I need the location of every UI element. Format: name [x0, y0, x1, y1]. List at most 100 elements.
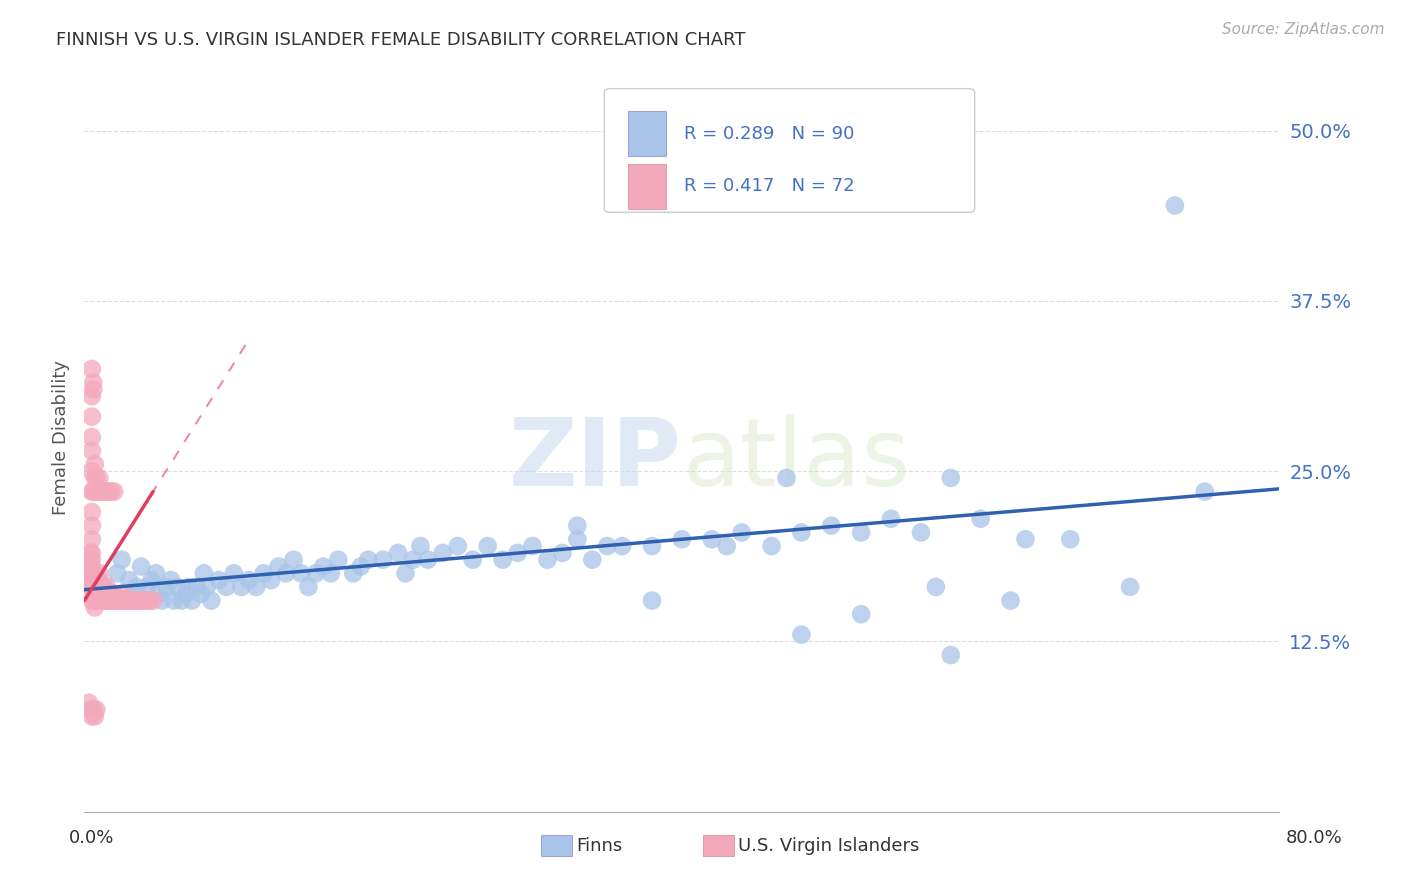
Point — [105, 593, 128, 607]
Point — [83, 471, 105, 485]
Point — [117, 593, 139, 607]
Point — [851, 607, 873, 622]
Point — [97, 587, 120, 601]
Point — [387, 546, 409, 560]
Point — [86, 484, 108, 499]
Point — [83, 566, 105, 581]
Point — [89, 587, 111, 601]
Point — [925, 580, 948, 594]
Point — [87, 580, 110, 594]
Point — [77, 696, 100, 710]
Point — [461, 552, 484, 566]
Point — [114, 593, 136, 607]
Point — [357, 552, 380, 566]
Point — [93, 484, 115, 499]
Point — [141, 573, 163, 587]
Point — [76, 566, 98, 581]
Point — [970, 512, 993, 526]
Point — [567, 518, 589, 533]
Point — [89, 566, 111, 581]
Point — [97, 593, 120, 607]
Point — [121, 593, 143, 607]
Point — [671, 533, 693, 547]
Point — [83, 458, 105, 472]
Point — [103, 484, 125, 499]
Point — [93, 580, 115, 594]
Point — [98, 593, 121, 607]
Point — [83, 587, 105, 601]
Point — [89, 573, 111, 587]
Point — [96, 593, 118, 607]
Point — [100, 587, 122, 601]
Point — [111, 552, 134, 566]
Point — [103, 593, 125, 607]
Point — [195, 580, 218, 594]
Point — [416, 552, 439, 566]
Point — [97, 484, 120, 499]
Point — [86, 702, 108, 716]
Point — [142, 593, 165, 607]
Point — [93, 593, 115, 607]
Point — [105, 566, 128, 581]
Point — [83, 600, 105, 615]
Point — [110, 593, 132, 607]
Text: Finns: Finns — [576, 837, 623, 855]
Point — [342, 566, 364, 581]
Point — [80, 709, 103, 723]
Point — [939, 648, 962, 662]
Point — [107, 593, 129, 607]
Point — [80, 464, 103, 478]
Point — [136, 593, 159, 607]
Point — [80, 409, 103, 424]
Point — [127, 593, 149, 607]
Point — [775, 471, 797, 485]
Point — [1164, 198, 1187, 212]
Point — [86, 587, 108, 601]
Point — [91, 593, 114, 607]
Point — [215, 580, 238, 594]
Point — [222, 566, 245, 581]
Point — [132, 593, 156, 607]
Point — [79, 566, 101, 581]
Point — [567, 533, 589, 547]
Point — [910, 525, 932, 540]
Point — [283, 552, 305, 566]
Point — [492, 552, 515, 566]
Point — [166, 580, 188, 594]
Bar — [628, 112, 666, 156]
Point — [305, 566, 328, 581]
Point — [112, 593, 135, 607]
Point — [136, 580, 159, 594]
Point — [432, 546, 454, 560]
Point — [104, 593, 127, 607]
Point — [91, 580, 114, 594]
Point — [328, 552, 350, 566]
Point — [125, 593, 148, 607]
Point — [731, 525, 754, 540]
Point — [612, 539, 634, 553]
Point — [581, 552, 603, 566]
Text: R = 0.417   N = 72: R = 0.417 N = 72 — [685, 178, 855, 195]
Point — [536, 552, 558, 566]
Point — [82, 593, 104, 607]
Point — [231, 580, 253, 594]
Point — [761, 539, 783, 553]
Point — [596, 539, 619, 553]
Point — [170, 593, 193, 607]
Point — [96, 580, 118, 594]
Point — [111, 593, 134, 607]
Point — [190, 587, 212, 601]
Point — [160, 573, 183, 587]
Point — [1194, 484, 1216, 499]
Point — [82, 383, 104, 397]
Text: ZIP: ZIP — [509, 414, 682, 506]
Point — [125, 580, 148, 594]
Point — [820, 518, 842, 533]
Point — [80, 546, 103, 560]
Text: U.S. Virgin Islanders: U.S. Virgin Islanders — [738, 837, 920, 855]
Point — [122, 593, 145, 607]
Point — [80, 580, 103, 594]
Point — [94, 587, 117, 601]
Text: Source: ZipAtlas.com: Source: ZipAtlas.com — [1222, 22, 1385, 37]
Point — [716, 539, 738, 553]
